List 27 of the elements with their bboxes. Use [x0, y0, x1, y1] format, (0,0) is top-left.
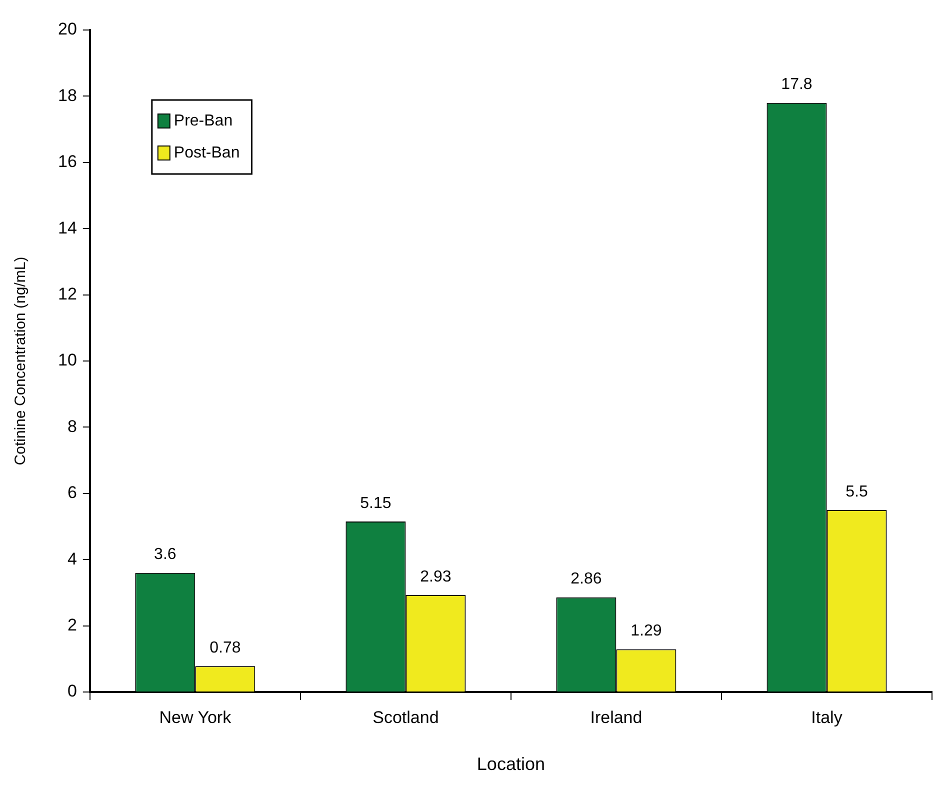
y-tick-label: 12 [58, 284, 77, 304]
y-tick-label: 2 [67, 615, 77, 634]
x-tick-label: New York [159, 708, 232, 727]
y-tick-label: 6 [67, 483, 77, 502]
y-tick-label: 4 [67, 549, 77, 568]
data-label: 3.6 [154, 546, 176, 564]
y-axis-title: Cotinine Concentration (ng/mL) [12, 256, 30, 466]
data-label: 0.78 [210, 640, 241, 657]
y-tick-label: 20 [58, 20, 77, 39]
y-tick-label: 16 [58, 152, 77, 172]
data-label: 1.29 [630, 622, 662, 640]
data-label: 5.15 [360, 494, 392, 512]
legend-label: Post-Ban [174, 144, 240, 162]
data-label: 2.93 [420, 568, 452, 586]
y-tick-label: 10 [58, 350, 77, 370]
data-label: 5.5 [846, 483, 868, 500]
data-label: 2.86 [570, 570, 602, 588]
x-tick-label: Ireland [590, 708, 642, 727]
data-label: 17.8 [781, 76, 812, 94]
x-tick-label: Italy [811, 708, 843, 727]
legend-label: Pre-Ban [174, 112, 233, 130]
x-tick-label: Scotland [372, 708, 439, 727]
y-tick-label: 8 [67, 416, 77, 436]
y-tick-label: 18 [58, 86, 77, 105]
y-tick-label: 0 [67, 682, 77, 701]
x-axis-title: Location [476, 754, 545, 774]
y-tick-label: 14 [58, 218, 77, 238]
